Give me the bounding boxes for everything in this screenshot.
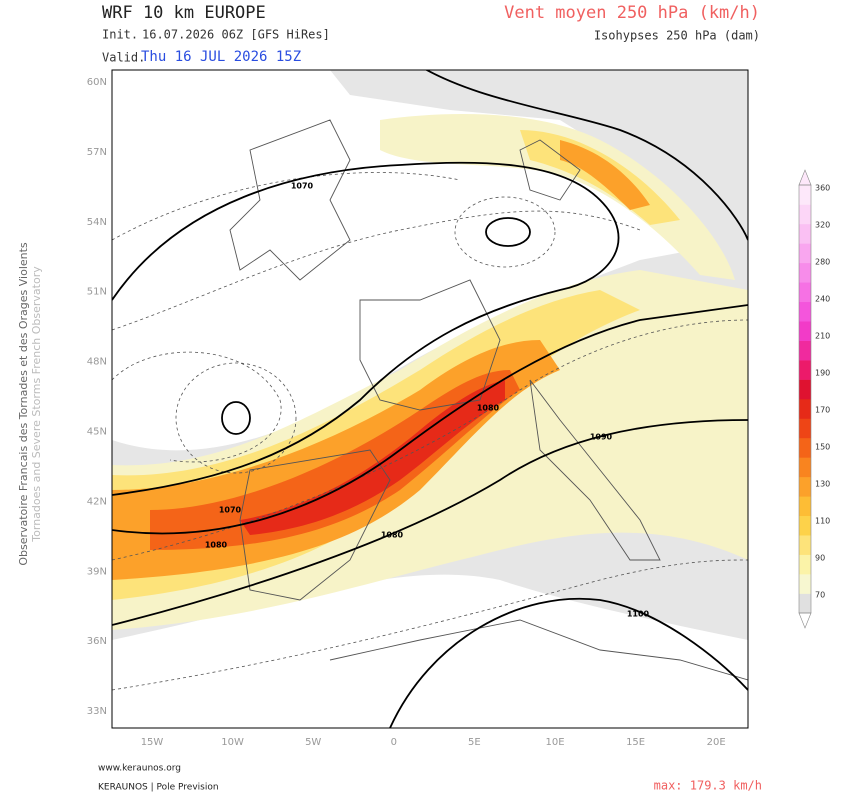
lat-label: 36N [87,636,107,647]
lat-label: 57N [87,147,107,158]
colorbar-frame [798,184,812,614]
colorbar: 70 90 110 130 150 170 190 210 240 280 320 360 [798,169,830,629]
colorbar-swatch [799,593,811,614]
lat-label: 54N [87,217,107,228]
colorbar-swatch [799,574,811,594]
colorbar-swatch [799,301,811,322]
lat-label: 60N [87,77,107,88]
colorbar-swatch [799,399,811,419]
colorbar-swatch [799,360,811,380]
colorbar-swatch [799,418,811,439]
contour-label: 1090 [590,433,613,442]
lat-label: 39N [87,566,107,577]
lon-label: 5W [305,737,321,748]
colorbar-label: 110 [815,517,830,526]
contour-caption: Isohypses 250 hPa (dam) [594,29,760,43]
colorbar-label: 70 [815,591,825,600]
colorbar-swatch [799,223,811,244]
lon-label: 10E [545,737,564,748]
colorbar-label: 360 [815,184,830,193]
colorbar-label: 320 [815,221,830,230]
lon-label: 15E [626,737,645,748]
colorbar-label: 210 [815,332,830,341]
colorbar-swatch [799,496,811,517]
colorbar-label: 170 [815,406,830,415]
colorbar-arrow [798,169,812,186]
lon-label: 5E [468,737,481,748]
lat-label: 33N [87,706,107,717]
colorbar-label: 130 [815,480,830,489]
contour-label: 1070 [291,182,314,191]
lat-label: 45N [87,427,107,438]
map-field [112,70,748,728]
colorbar-swatch [799,185,811,205]
map-frame [111,69,749,729]
side-text-1: Observatoire Francais des Tornades et de… [17,242,30,566]
valid: Thu 16 JUL 2026 15Z [141,49,301,65]
init: 16.07.2026 06Z [GFS HiRes] [142,28,330,42]
colorbar-label: 90 [815,554,825,563]
contour-label: 1080 [205,541,228,550]
colorbar-swatch [799,457,811,478]
colorbar-label: 240 [815,295,830,304]
lat-label: 48N [87,357,107,368]
lon-label: 0 [391,737,397,748]
colorbar-label: 190 [815,369,830,378]
colorbar-label: 150 [815,443,830,452]
colorbar-swatch [799,243,811,264]
brand: KERAUNOS | Pole Prevision [98,783,219,793]
lon-label: 15W [141,737,164,748]
lon-label: 20E [707,737,726,748]
lat-label: 51N [87,287,107,298]
contour-label: 1080 [381,531,404,540]
contour-label: 1080 [477,404,500,413]
max-wind: max: 179.3 km/h [654,779,762,793]
colorbar-swatch [799,379,811,400]
colorbar-swatch [799,321,811,341]
colorbar-swatch [799,262,811,283]
init-label: Init. [102,28,138,42]
contour-label: 1070 [219,506,242,515]
contour-label: 1100 [627,610,650,619]
colorbar-swatch [799,204,811,225]
lat-label: 42N [87,496,107,507]
colorbar-arrow [798,612,812,629]
side-text-2: Tornadoes and Severe Storms French Obser… [30,266,43,543]
colorbar-swatch [799,282,811,303]
parameter: Vent moyen 250 hPa (km/h) [504,3,760,23]
colorbar-swatch [799,340,811,361]
colorbar-swatch [799,476,811,497]
title: WRF 10 km EUROPE [102,3,266,23]
lon-label: 10W [221,737,244,748]
site: www.keraunos.org [98,764,181,774]
colorbar-swatch [799,535,811,555]
colorbar-label: 280 [815,258,830,267]
colorbar-swatch [799,554,811,575]
axes: 60N 57N 54N 51N 48N 45N 42N 39N 36N 33N 15W 10W 5W 0 5… [87,77,726,748]
colorbar-swatch [799,437,811,458]
contour-labels: 1070 1080 1070 1080 1080 1090 1100 [205,182,650,619]
valid-label: Valid. [102,51,145,65]
colorbar-swatch [799,515,811,536]
